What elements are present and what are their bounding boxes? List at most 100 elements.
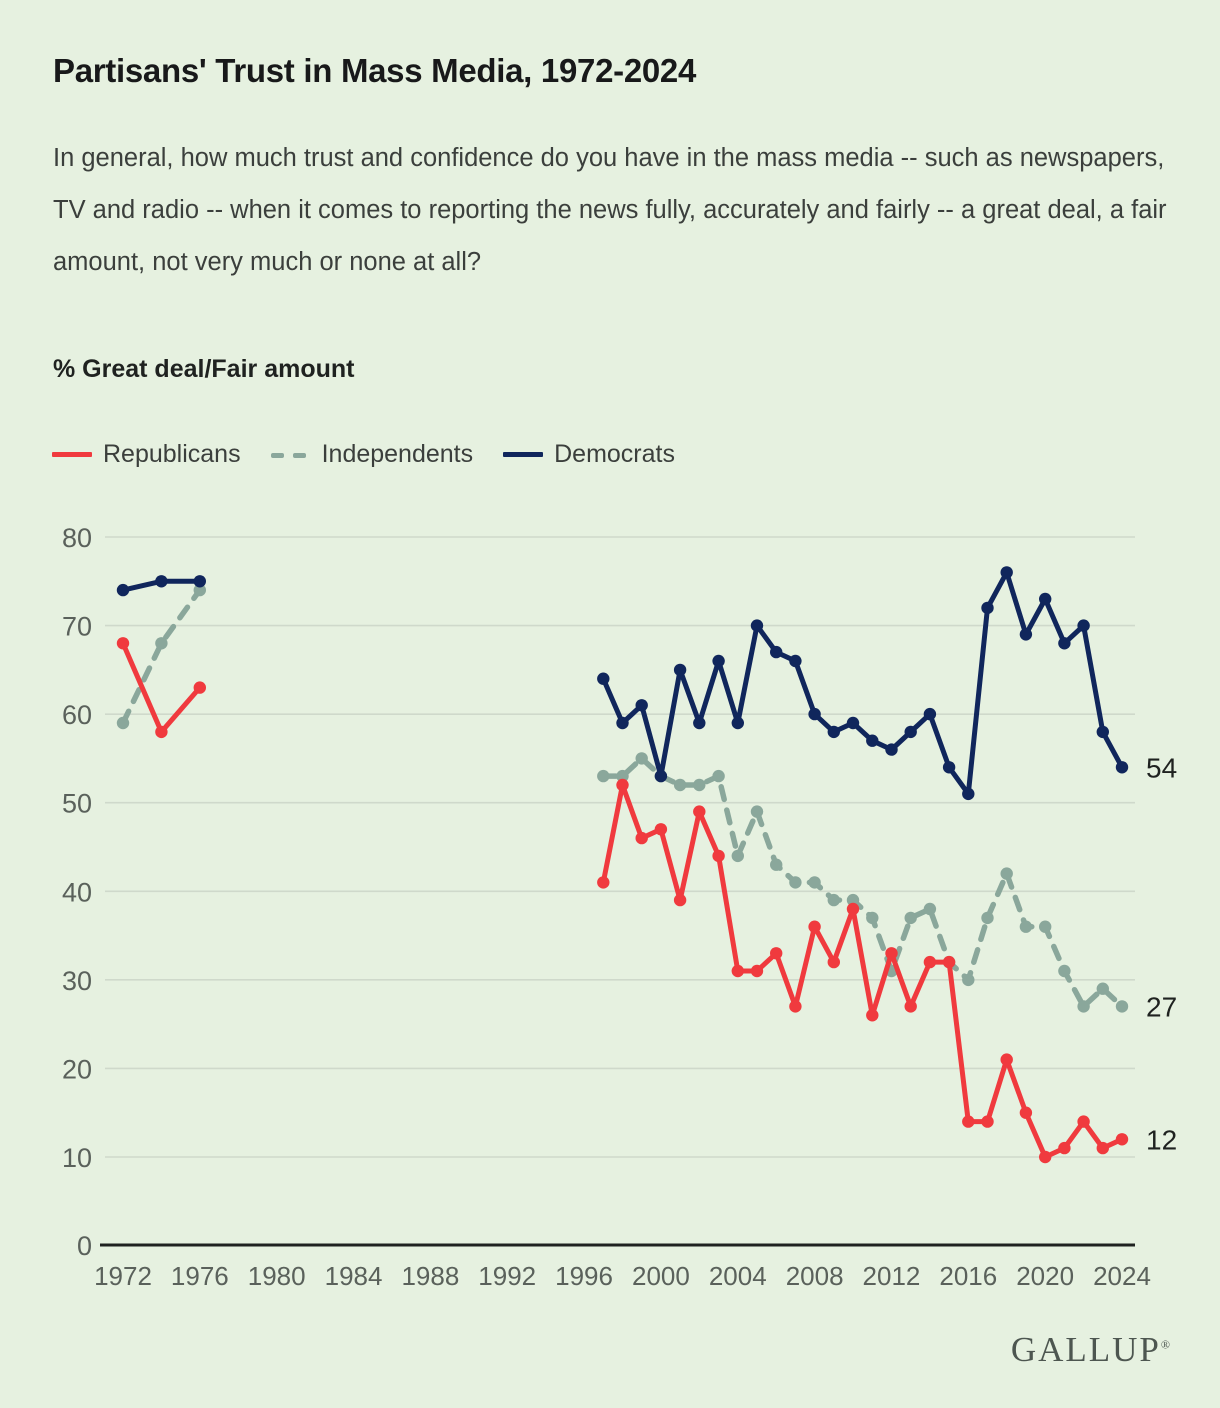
data-point-democrats[interactable] — [904, 725, 917, 739]
data-point-republicans[interactable] — [731, 964, 744, 978]
data-point-democrats[interactable] — [116, 583, 130, 597]
series-end-labels: 54 27 12 — [1146, 752, 1177, 1155]
data-point-democrats[interactable] — [885, 743, 898, 756]
data-point-democrats[interactable] — [597, 672, 610, 685]
y-axis-tick-label: 70 — [62, 612, 92, 642]
data-point-republicans[interactable] — [654, 823, 668, 836]
legend-item-independents[interactable]: Independents — [270, 440, 473, 469]
data-point-democrats[interactable] — [1058, 637, 1071, 650]
legend-item-democrats[interactable]: Democrats — [503, 440, 675, 469]
data-point-democrats[interactable] — [654, 769, 668, 783]
data-point-independents[interactable] — [827, 893, 840, 907]
legend-item-republicans[interactable]: Republicans — [52, 440, 241, 469]
data-point-democrats[interactable] — [1039, 592, 1052, 606]
data-point-independents[interactable] — [1077, 1000, 1090, 1013]
data-point-democrats[interactable] — [1019, 628, 1033, 641]
data-point-republicans[interactable] — [1058, 1141, 1071, 1155]
data-point-independents[interactable] — [616, 769, 629, 783]
data-point-democrats[interactable] — [789, 654, 802, 668]
data-point-democrats[interactable] — [673, 663, 687, 677]
data-point-republicans[interactable] — [846, 902, 860, 916]
data-point-democrats[interactable] — [770, 645, 783, 659]
data-point-democrats[interactable] — [808, 707, 821, 721]
data-point-independents[interactable] — [1019, 920, 1033, 933]
data-point-democrats[interactable] — [731, 716, 744, 730]
data-point-democrats[interactable] — [635, 699, 648, 712]
data-point-republicans[interactable] — [712, 849, 725, 863]
data-point-independents[interactable] — [962, 973, 975, 987]
data-point-democrats[interactable] — [155, 575, 168, 588]
data-point-republicans[interactable] — [808, 920, 821, 933]
data-point-independents[interactable] — [712, 769, 725, 783]
data-point-independents[interactable] — [770, 858, 783, 871]
data-point-republicans[interactable] — [750, 964, 764, 978]
data-point-democrats[interactable] — [750, 619, 764, 632]
data-point-democrats[interactable] — [1096, 725, 1110, 739]
data-point-independents[interactable] — [155, 637, 168, 650]
data-point-republicans[interactable] — [693, 805, 706, 818]
data-point-republicans[interactable] — [1115, 1133, 1129, 1146]
x-axis-tick-label: 1992 — [478, 1261, 536, 1291]
data-point-republicans[interactable] — [673, 893, 687, 907]
chart-legend: Republicans Independents Democrats — [52, 440, 675, 469]
data-point-republicans[interactable] — [193, 681, 206, 694]
data-point-democrats[interactable] — [693, 716, 706, 730]
data-point-democrats[interactable] — [1077, 619, 1090, 632]
data-point-republicans[interactable] — [885, 947, 898, 960]
data-point-republicans[interactable] — [827, 955, 840, 969]
data-point-republicans[interactable] — [866, 1009, 879, 1022]
data-point-democrats[interactable] — [616, 716, 629, 730]
data-point-republicans[interactable] — [635, 831, 648, 845]
data-point-independents[interactable] — [1115, 1000, 1129, 1013]
data-point-republicans[interactable] — [770, 947, 783, 960]
data-point-independents[interactable] — [635, 752, 648, 765]
series-line-independents — [120, 587, 203, 726]
data-point-republicans[interactable] — [1077, 1115, 1090, 1128]
data-point-democrats[interactable] — [942, 761, 956, 774]
data-point-independents[interactable] — [116, 716, 130, 730]
data-point-republicans[interactable] — [1096, 1141, 1110, 1155]
data-point-independents[interactable] — [1096, 982, 1110, 995]
data-point-democrats[interactable] — [712, 654, 725, 668]
data-point-republicans[interactable] — [597, 876, 610, 889]
data-point-independents[interactable] — [693, 778, 706, 792]
data-point-republicans[interactable] — [1019, 1106, 1033, 1119]
data-point-independents[interactable] — [1000, 867, 1013, 880]
data-point-independents[interactable] — [923, 902, 937, 916]
data-point-independents[interactable] — [904, 911, 917, 925]
data-point-republicans[interactable] — [981, 1115, 994, 1128]
data-point-independents[interactable] — [750, 805, 764, 818]
data-point-independents[interactable] — [846, 893, 860, 907]
data-point-independents[interactable] — [193, 583, 206, 597]
chart-area: 0 10 20 30 40 50 60 70 80 1972 1976 1980 1984 1988 19… — [0, 500, 1220, 1320]
data-point-republicans[interactable] — [155, 725, 168, 739]
data-point-democrats[interactable] — [923, 707, 937, 721]
data-point-republicans[interactable] — [116, 637, 130, 650]
data-point-independents[interactable] — [597, 769, 610, 783]
data-point-democrats[interactable] — [1115, 761, 1129, 774]
data-point-republicans[interactable] — [1039, 1150, 1052, 1164]
data-point-independents[interactable] — [731, 849, 744, 863]
data-point-republicans[interactable] — [923, 955, 937, 969]
data-point-independents[interactable] — [808, 876, 821, 889]
x-axis-tick-label: 1988 — [401, 1261, 459, 1291]
data-point-republicans[interactable] — [942, 955, 956, 969]
data-point-democrats[interactable] — [846, 716, 860, 730]
data-point-democrats[interactable] — [866, 734, 879, 747]
data-point-democrats[interactable] — [962, 787, 975, 801]
data-point-democrats[interactable] — [193, 575, 206, 588]
data-point-independents[interactable] — [981, 911, 994, 925]
data-point-independents[interactable] — [789, 876, 802, 889]
data-point-independents[interactable] — [673, 778, 687, 792]
data-point-republicans[interactable] — [1000, 1053, 1013, 1066]
data-point-democrats[interactable] — [1000, 566, 1013, 579]
data-point-republicans[interactable] — [962, 1115, 975, 1128]
data-point-republicans[interactable] — [904, 1000, 917, 1013]
data-point-independents[interactable] — [1039, 920, 1052, 933]
data-point-independents[interactable] — [866, 911, 879, 925]
data-point-republicans[interactable] — [616, 778, 629, 792]
data-point-democrats[interactable] — [981, 601, 994, 615]
data-point-democrats[interactable] — [827, 725, 840, 739]
data-point-republicans[interactable] — [789, 1000, 802, 1013]
data-point-independents[interactable] — [1058, 964, 1071, 978]
